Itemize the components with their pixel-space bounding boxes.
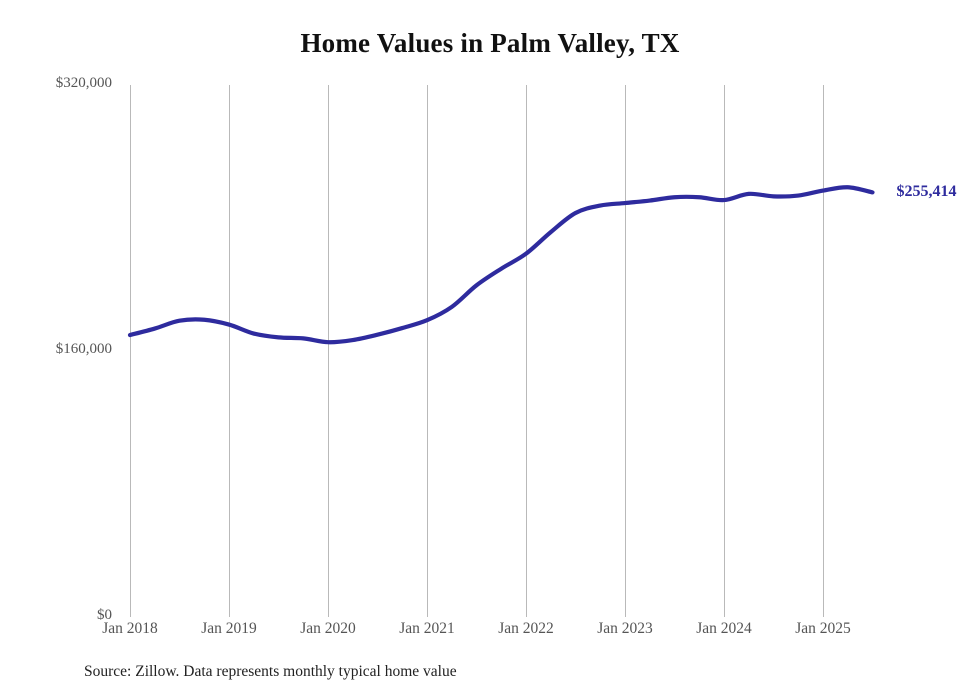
chart-title: Home Values in Palm Valley, TX	[300, 28, 680, 58]
end-value-annotation: $255,414	[896, 183, 957, 201]
x-tick-label-jan-2020: Jan 2020	[300, 620, 356, 637]
gridlines	[130, 85, 824, 617]
series-line-typical-home-value	[127, 185, 875, 345]
x-tick-label-jan-2023: Jan 2023	[597, 620, 653, 637]
x-tick-label-jan-2018: Jan 2018	[102, 620, 158, 637]
x-tick-label-jan-2019: Jan 2019	[201, 620, 257, 637]
x-tick-label-jan-2025: Jan 2025	[795, 620, 851, 637]
x-tick-label-jan-2022: Jan 2022	[498, 620, 554, 637]
x-tick-label-jan-2024: Jan 2024	[696, 620, 752, 637]
source-note: Source: Zillow. Data represents monthly …	[84, 663, 457, 680]
x-tick-label-jan-2021: Jan 2021	[399, 620, 455, 637]
